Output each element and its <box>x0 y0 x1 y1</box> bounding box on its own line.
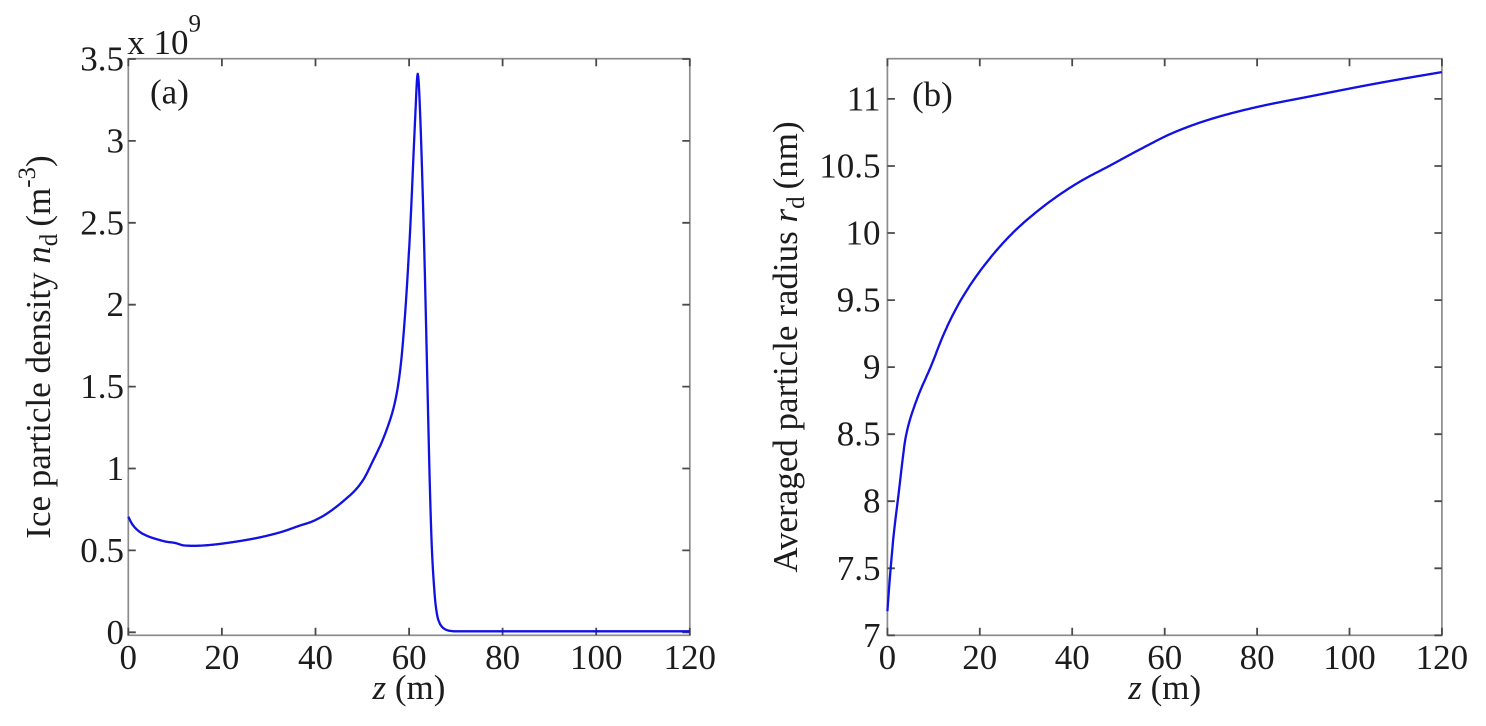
svg-text:7: 7 <box>863 616 881 655</box>
svg-text:9: 9 <box>863 348 881 387</box>
svg-text:2.5: 2.5 <box>80 203 124 242</box>
svg-text:80: 80 <box>485 638 520 677</box>
svg-text:20: 20 <box>962 638 997 677</box>
svg-text:80: 80 <box>1240 638 1275 677</box>
svg-text:100: 100 <box>1323 638 1376 677</box>
svg-text:120: 120 <box>664 638 717 677</box>
svg-text:3: 3 <box>107 121 125 160</box>
svg-text:0.5: 0.5 <box>80 531 124 570</box>
svg-text:10.5: 10.5 <box>819 147 880 186</box>
svg-text:120: 120 <box>1416 638 1469 677</box>
svg-text:40: 40 <box>1055 638 1090 677</box>
svg-text:8.5: 8.5 <box>837 415 881 454</box>
svg-text:2: 2 <box>107 285 125 324</box>
svg-text:(a): (a) <box>150 73 189 112</box>
svg-text:0: 0 <box>107 613 125 652</box>
svg-text:60: 60 <box>392 638 427 677</box>
svg-text:z (m): z (m) <box>1127 668 1201 707</box>
svg-text:3.5: 3.5 <box>80 40 124 79</box>
svg-text:1.5: 1.5 <box>80 367 124 406</box>
svg-text:8: 8 <box>863 482 881 521</box>
svg-text:1: 1 <box>107 449 125 488</box>
svg-text:(b): (b) <box>912 75 953 114</box>
svg-text:0: 0 <box>879 638 897 677</box>
svg-text:z (m): z (m) <box>372 668 446 707</box>
svg-text:0: 0 <box>120 638 138 677</box>
svg-text:100: 100 <box>570 638 623 677</box>
svg-text:60: 60 <box>1147 638 1182 677</box>
svg-text:Averaged particle radius rd (n: Averaged particle radius rd (nm) <box>766 121 810 572</box>
svg-text:9.5: 9.5 <box>837 281 881 320</box>
svg-text:10: 10 <box>846 214 881 253</box>
svg-text:20: 20 <box>204 638 239 677</box>
svg-text:7.5: 7.5 <box>837 549 881 588</box>
svg-text:40: 40 <box>298 638 333 677</box>
svg-text:11: 11 <box>847 79 881 118</box>
svg-text:Ice particle density nd (m-3): Ice particle density nd (m-3) <box>14 155 63 538</box>
